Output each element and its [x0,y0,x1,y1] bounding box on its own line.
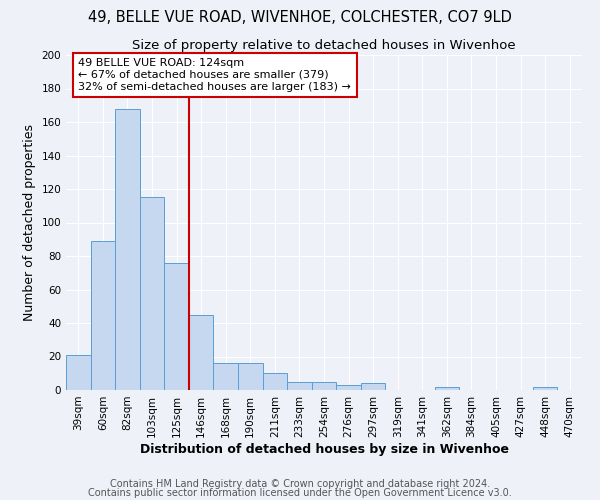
Text: 49 BELLE VUE ROAD: 124sqm
← 67% of detached houses are smaller (379)
32% of semi: 49 BELLE VUE ROAD: 124sqm ← 67% of detac… [78,58,351,92]
Text: 49, BELLE VUE ROAD, WIVENHOE, COLCHESTER, CO7 9LD: 49, BELLE VUE ROAD, WIVENHOE, COLCHESTER… [88,10,512,25]
Y-axis label: Number of detached properties: Number of detached properties [23,124,36,321]
Title: Size of property relative to detached houses in Wivenhoe: Size of property relative to detached ho… [132,40,516,52]
X-axis label: Distribution of detached houses by size in Wivenhoe: Distribution of detached houses by size … [139,442,509,456]
Bar [361,384,385,390]
Bar [287,382,312,390]
Bar [189,314,214,390]
Bar [238,363,263,390]
Bar [263,373,287,390]
Bar [533,386,557,390]
Bar [214,363,238,390]
Bar [164,262,189,390]
Text: Contains HM Land Registry data © Crown copyright and database right 2024.: Contains HM Land Registry data © Crown c… [110,479,490,489]
Bar [91,241,115,390]
Bar [66,355,91,390]
Bar [312,382,336,390]
Bar [336,385,361,390]
Bar [140,198,164,390]
Text: Contains public sector information licensed under the Open Government Licence v3: Contains public sector information licen… [88,488,512,498]
Bar [434,386,459,390]
Bar [115,108,140,390]
